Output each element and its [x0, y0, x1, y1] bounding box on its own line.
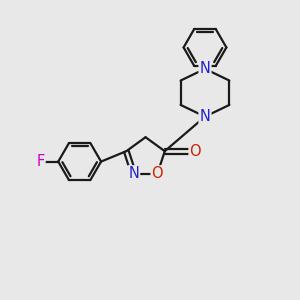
Text: F: F: [36, 154, 44, 169]
Text: O: O: [190, 144, 201, 159]
Text: N: N: [200, 109, 210, 124]
Text: O: O: [152, 166, 163, 181]
Text: N: N: [200, 61, 210, 76]
Text: N: N: [128, 166, 139, 181]
